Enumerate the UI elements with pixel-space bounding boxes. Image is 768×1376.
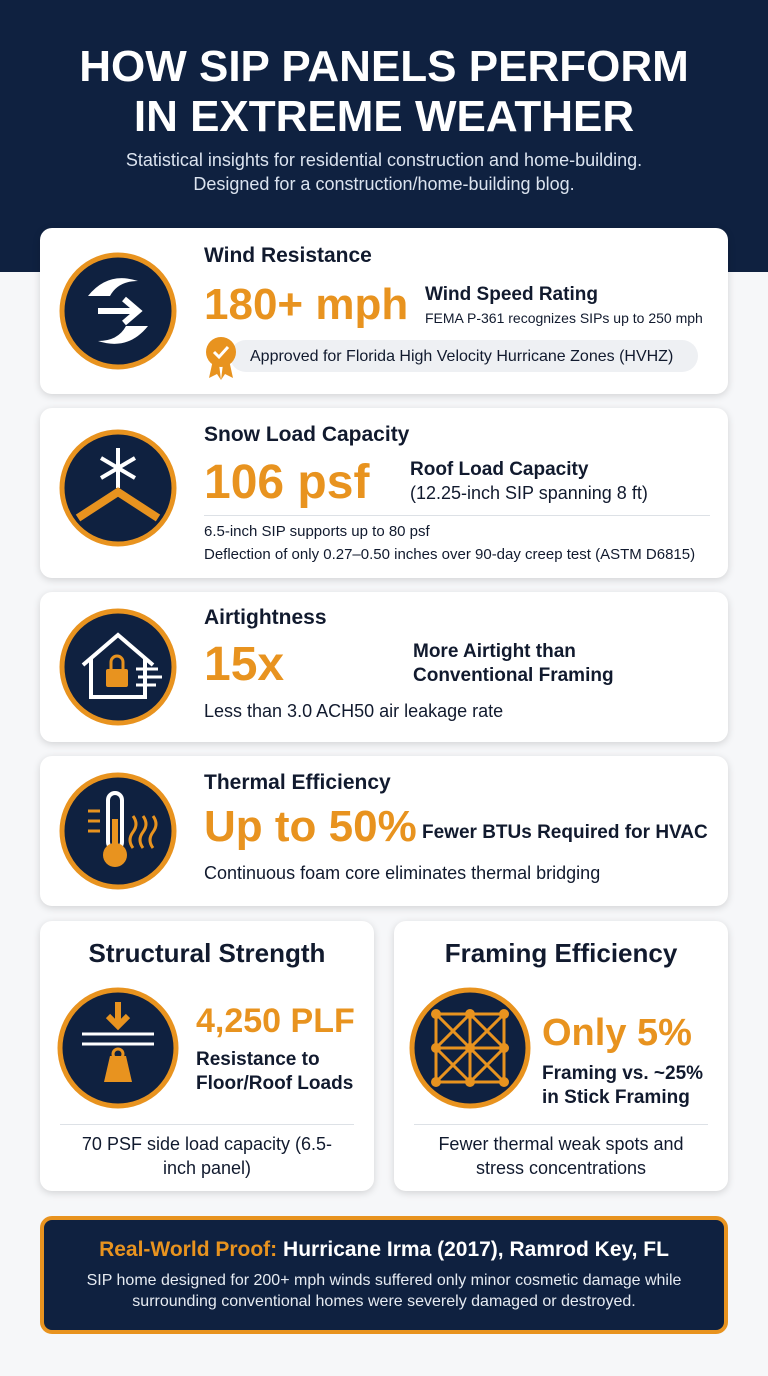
stat: Up to 50% (204, 802, 417, 851)
icon (57, 987, 179, 1109)
icon (59, 608, 177, 726)
icon (59, 772, 177, 890)
subtitle: Designed for a construction/home-buildin… (193, 174, 575, 194)
card-title: Airtightness (204, 606, 327, 629)
detail: Less than 3.0 ACH50 air leakage rate (204, 701, 504, 721)
footer-text: SIP home designed for 200+ mph winds suf… (86, 1272, 682, 1310)
stat: 4,250 PLF (196, 1002, 355, 1040)
divider (60, 1124, 354, 1125)
stat-label: More Airtight than Conventional Framing (413, 641, 614, 686)
card-title: Structural Strength (88, 938, 326, 968)
note: FEMA P-361 recognizes SIPs up to 250 mph (425, 310, 703, 326)
stat: Only 5% (542, 1012, 692, 1054)
stat-label: Fewer BTUs Required for HVAC (422, 822, 708, 843)
stat-label: Resistance to Floor/Roof Loads (196, 1049, 354, 1094)
badge-bg (230, 340, 698, 372)
card-title: Thermal Efficiency (204, 771, 391, 794)
badge: Approved for Florida High Velocity Hurri… (250, 348, 674, 365)
icon (59, 429, 177, 547)
footer-heading: Real-World Proof: Hurricane Irma (2017),… (40, 1238, 728, 1262)
icon (409, 987, 531, 1109)
stat-label: Wind Speed Rating (425, 284, 598, 305)
stat-label: Framing vs. ~25% in Stick Framing (542, 1063, 704, 1108)
icon (59, 252, 177, 370)
title: HOW SIP PANELS PERFORM (79, 42, 689, 91)
footer-headline: Hurricane Irma (2017), Ramrod Key, FL (283, 1238, 669, 1261)
stat: 15x (204, 638, 285, 691)
detail: Fewer thermal weak spots and stress conc… (438, 1134, 684, 1178)
stat: 180+ mph (204, 280, 409, 329)
card-title: Framing Efficiency (444, 938, 678, 968)
title: IN EXTREME WEATHER (133, 92, 635, 141)
badge-icon (206, 337, 236, 380)
stat-label: Roof Load Capacity (410, 459, 589, 480)
divider (204, 515, 710, 516)
card-title: Snow Load Capacity (204, 423, 410, 446)
note: (12.25-inch SIP spanning 8 ft) (410, 483, 648, 503)
detail: 6.5-inch SIP supports up to 80 psf (204, 523, 430, 540)
detail: 70 PSF side load capacity (6.5-inch pane… (81, 1134, 333, 1178)
footer-lead: Real-World Proof: (99, 1238, 278, 1261)
card-title: Wind Resistance (204, 244, 372, 267)
detail: Deflection of only 0.27–0.50 inches over… (204, 546, 696, 563)
subtitle: Statistical insights for residential con… (125, 150, 643, 170)
detail: Continuous foam core eliminates thermal … (204, 863, 601, 883)
footer (40, 1216, 728, 1334)
header (0, 0, 768, 272)
divider (414, 1124, 708, 1125)
stat: 106 psf (204, 456, 370, 509)
